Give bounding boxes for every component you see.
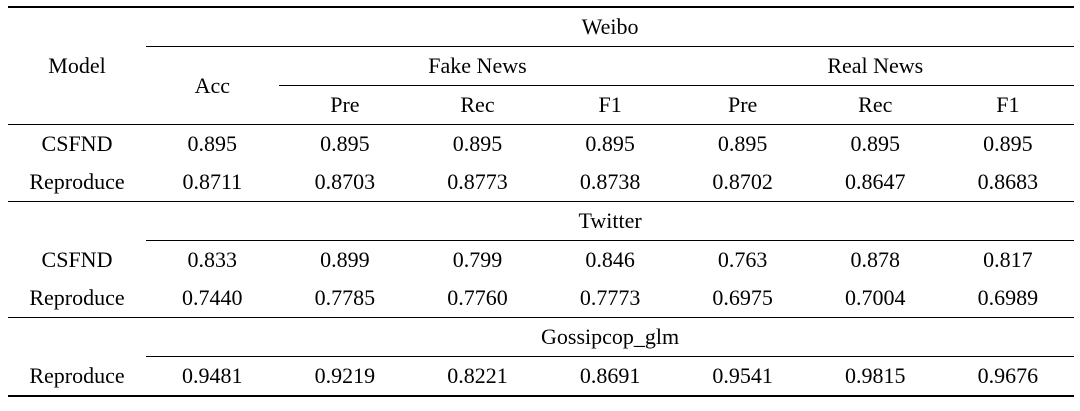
value-cell: 0.895	[717, 131, 768, 156]
model-cell: Reproduce	[8, 356, 146, 397]
value-cell: 0.7004	[845, 285, 906, 310]
table-row: Reproduce 0.7440 0.7785 0.7760 0.7773 0.…	[8, 279, 1074, 318]
value-cell: 0.833	[187, 247, 238, 272]
value-cell: 0.7760	[447, 285, 508, 310]
acc-column-header: Acc	[146, 46, 279, 125]
value-cell: 0.895	[983, 131, 1033, 156]
value-cell: 0.9219	[278, 356, 412, 397]
header-row-groups: Acc Fake News Real News	[8, 46, 1075, 125]
value-cell: 0.7440	[182, 285, 243, 310]
metric-header-real-rec: Rec	[808, 85, 942, 125]
header-row-dataset: Model Weibo	[8, 6, 1075, 125]
value-cell: 0.878	[850, 247, 901, 272]
metric-header-fake-rec: Rec	[411, 85, 544, 125]
value-cell: 0.895	[320, 131, 370, 156]
value-cell: 0.895	[452, 131, 503, 156]
value-cell: 0.899	[320, 247, 370, 272]
value-cell: 0.8711	[182, 169, 243, 194]
value-cell: 0.846	[585, 247, 635, 272]
value-cell: 0.8702	[712, 169, 773, 194]
table-row: CSFND 0.833 0.899 0.799 0.846 0.763 0.87…	[8, 241, 1074, 280]
section-header-row: Twitter	[8, 201, 1075, 241]
header-row-metrics: Pre Rec F1 Pre Rec F1	[8, 85, 1075, 125]
value-cell: 0.763	[717, 247, 768, 272]
value-cell: 0.6975	[712, 285, 773, 310]
value-cell: 0.8683	[977, 169, 1039, 194]
model-cell: CSFND	[41, 131, 113, 156]
metric-header-real-pre: Pre	[676, 85, 809, 125]
value-cell: 0.9676	[941, 356, 1075, 397]
value-cell: 0.895	[585, 131, 635, 156]
value-cell: 0.8221	[411, 356, 544, 397]
table-row: Reproduce 0.9481 0.9219 0.8221 0.8691 0.…	[8, 356, 1075, 397]
value-cell: 0.9815	[808, 356, 942, 397]
value-cell: 0.8703	[314, 169, 376, 194]
section-title-twitter: Twitter	[146, 201, 1075, 241]
value-cell: 0.817	[983, 247, 1033, 272]
fake-news-group-header: Fake News	[278, 46, 677, 86]
results-table: Model Weibo Acc Fake News Real News Pre …	[8, 6, 1075, 397]
model-cell: Reproduce	[29, 285, 125, 310]
table-row: Reproduce 0.8711 0.8703 0.8773 0.8738 0.…	[8, 163, 1074, 202]
value-cell: 0.7773	[579, 285, 641, 310]
real-news-group-header: Real News	[676, 46, 1075, 86]
value-cell: 0.8647	[845, 169, 906, 194]
value-cell: 0.799	[452, 247, 503, 272]
metric-header-fake-f1: F1	[543, 85, 677, 125]
section-spacer	[8, 201, 146, 241]
value-cell: 0.8691	[543, 356, 677, 397]
value-cell: 0.9541	[676, 356, 809, 397]
value-cell: 0.8738	[579, 169, 641, 194]
metric-header-fake-pre: Pre	[278, 85, 412, 125]
section-spacer	[8, 317, 146, 357]
value-cell: 0.6989	[977, 285, 1039, 310]
value-cell: 0.7785	[314, 285, 376, 310]
metric-header-real-f1: F1	[941, 85, 1075, 125]
value-cell: 0.895	[850, 131, 901, 156]
value-cell: 0.9481	[146, 356, 279, 397]
section-header-row: Gossipcop_glm	[8, 317, 1075, 357]
model-column-header: Model	[8, 6, 146, 125]
section-title-gossipcop: Gossipcop_glm	[146, 317, 1075, 357]
section-title-weibo: Weibo	[146, 6, 1075, 47]
value-cell: 0.895	[187, 131, 238, 156]
table-row: CSFND 0.895 0.895 0.895 0.895 0.895 0.89…	[8, 125, 1074, 164]
value-cell: 0.8773	[447, 169, 508, 194]
model-cell: CSFND	[41, 246, 113, 272]
model-cell: Reproduce	[29, 169, 125, 194]
